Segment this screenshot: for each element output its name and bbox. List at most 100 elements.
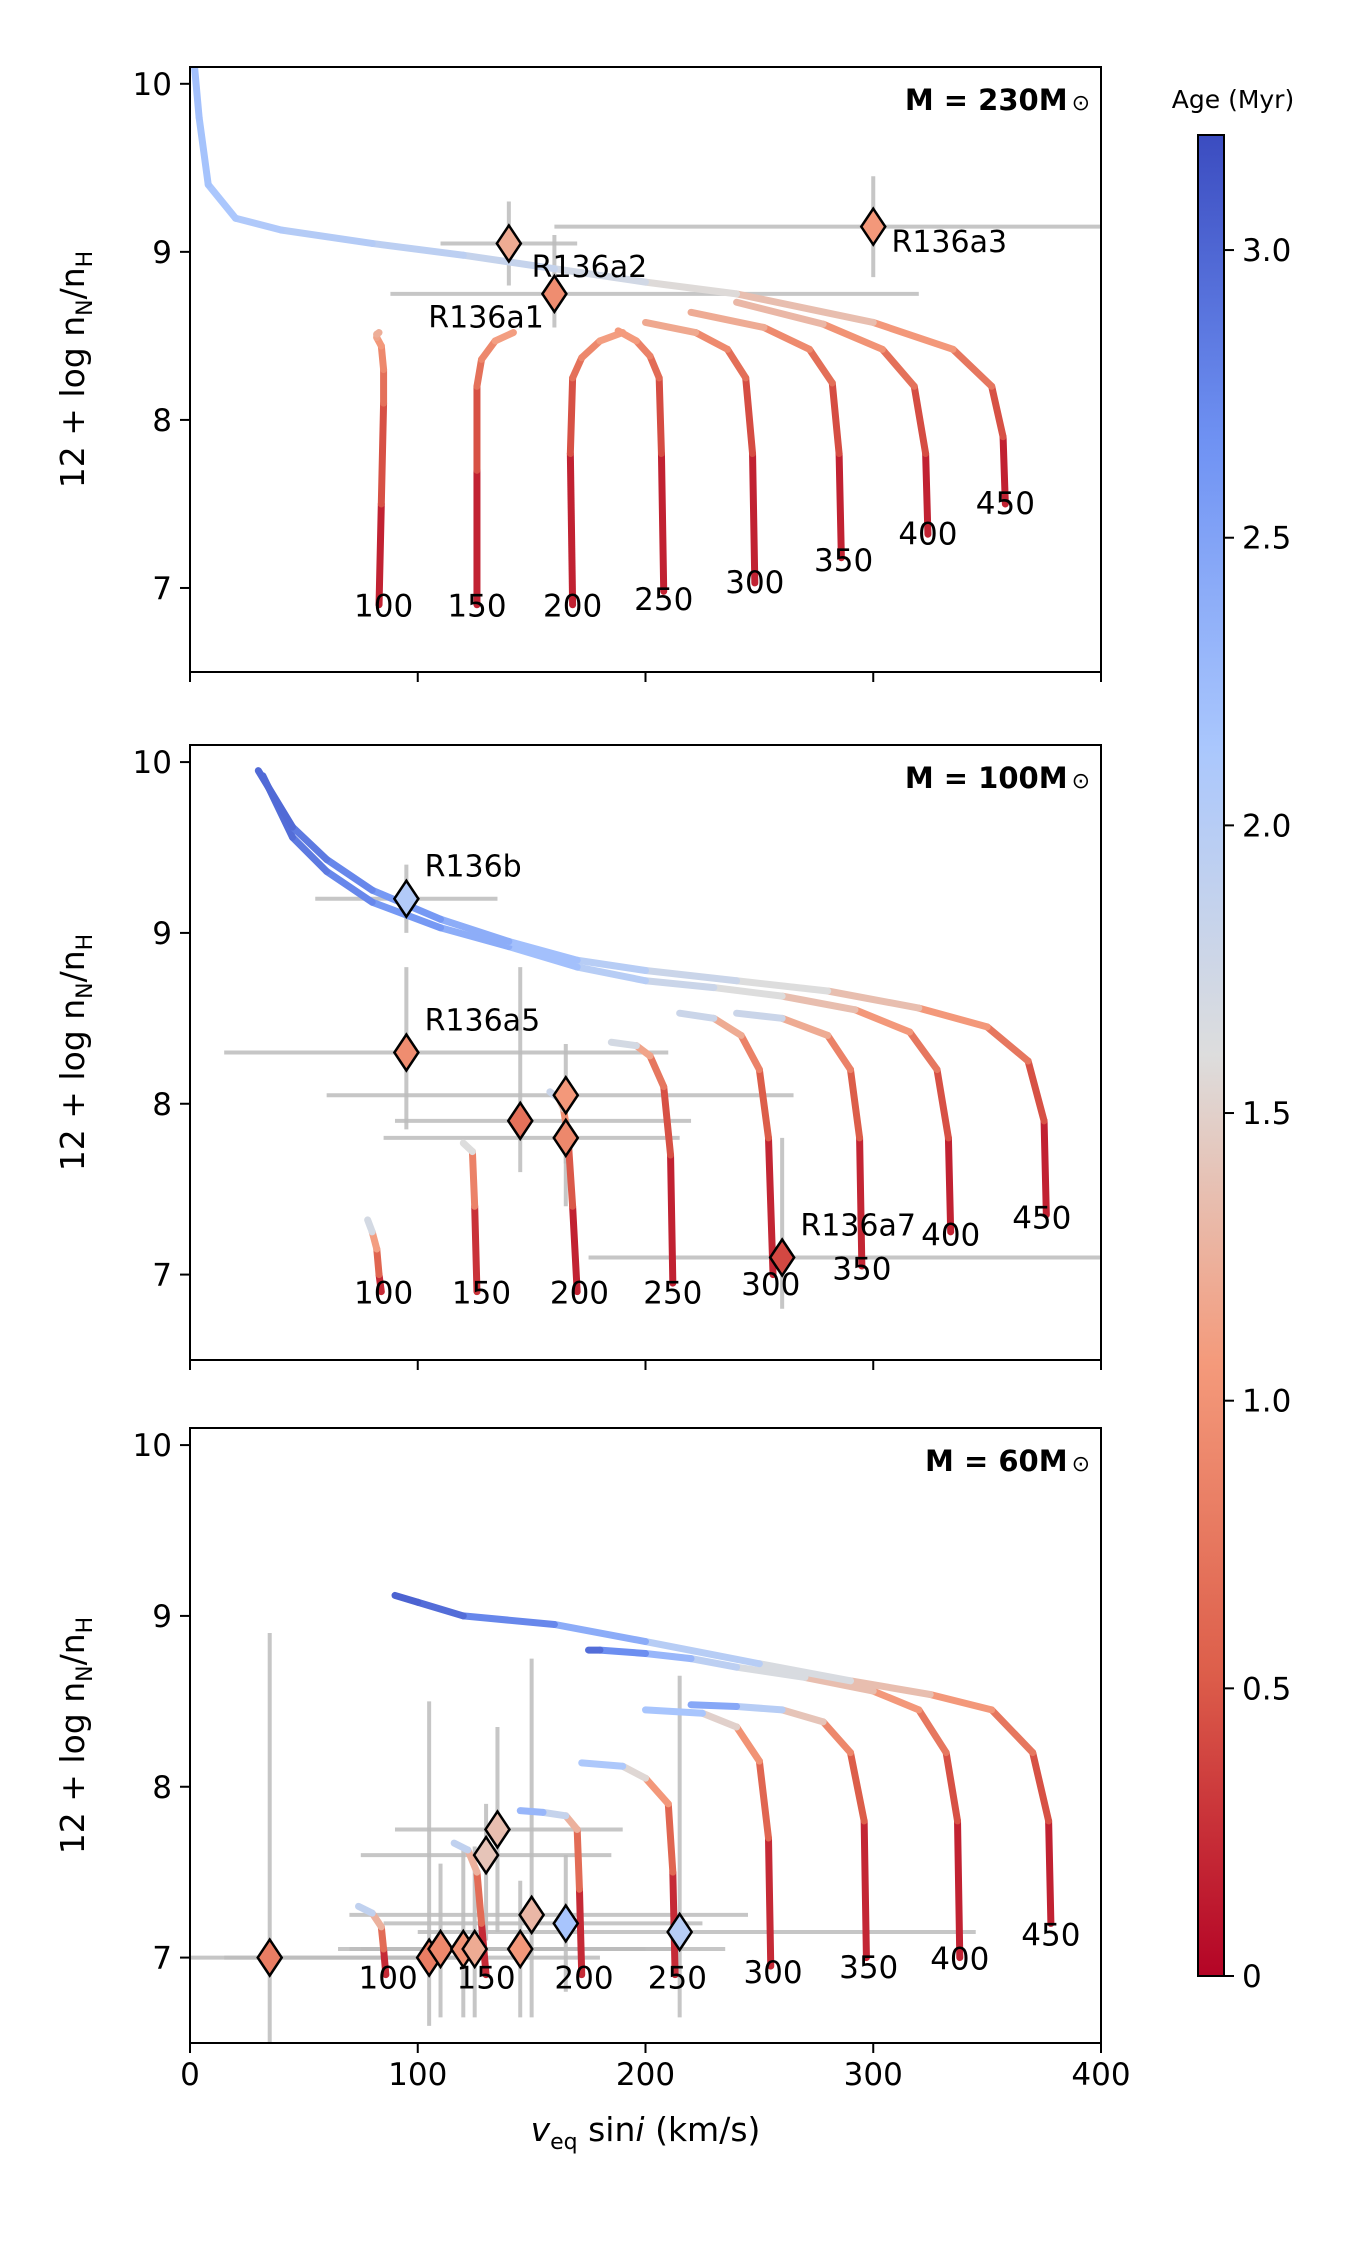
track-segment: [505, 937, 581, 964]
track-segment: [569, 1202, 581, 1296]
track-segment: [819, 320, 886, 353]
track-segment: [539, 1808, 570, 1820]
track-segment: [915, 1706, 950, 1757]
y-axis-label: 12 + log nN/nH: [53, 251, 98, 488]
star-marker: [552, 1074, 580, 1116]
track-segment: [642, 1650, 695, 1663]
track-100: [355, 1902, 390, 1979]
star-label: R136a7: [800, 1208, 916, 1243]
track-segment: [764, 1834, 775, 1970]
track-segment: [988, 1706, 1037, 1757]
track-segment: [698, 1709, 741, 1731]
colorbar-tick-label: 3.0: [1242, 233, 1291, 269]
star-marker: [461, 1928, 489, 1970]
y-tick-label: 7: [152, 571, 172, 607]
track-300: [642, 1706, 775, 1970]
star-label: R136a1: [428, 300, 544, 335]
y-tick-label: 7: [152, 1941, 172, 1977]
track-segment: [459, 1139, 476, 1156]
track-label: 150: [452, 1276, 511, 1312]
track-label: 250: [634, 582, 693, 618]
mass-label: M = 100M ⊙: [905, 761, 1090, 795]
track-segment: [566, 374, 577, 458]
track-label: 300: [741, 1267, 800, 1303]
track-segment: [1029, 1749, 1053, 1825]
track-segment: [575, 1885, 586, 1979]
track-segment: [607, 1038, 640, 1050]
track-segment: [288, 823, 331, 863]
star-label: R136a3: [891, 225, 1007, 260]
track-segment: [824, 987, 923, 1012]
track-segment: [755, 1066, 772, 1142]
track-segment: [450, 1839, 472, 1854]
track-segment: [819, 1718, 854, 1757]
track-label: 400: [921, 1218, 980, 1254]
track-segment: [323, 867, 376, 906]
y-tick-label: 8: [152, 403, 172, 439]
track-segment: [667, 1151, 677, 1287]
track-segment: [619, 1762, 649, 1782]
track-segment: [573, 1825, 583, 1893]
track-segment: [910, 382, 930, 458]
track-segment: [459, 1612, 558, 1628]
track-150: [459, 1139, 481, 1296]
track-350: [687, 1701, 870, 1962]
track-label: 100: [359, 1960, 418, 1996]
star-marker: [666, 1911, 694, 1953]
track-segment: [516, 1807, 547, 1816]
track-segment: [642, 318, 700, 337]
track-label: 150: [456, 1960, 515, 1996]
colorbar: 0 0.5 1.0 1.5 2.0 2.5 3.0: [1197, 134, 1291, 1995]
track-segment: [377, 399, 388, 508]
track-segment: [988, 382, 1007, 441]
track-segment: [655, 374, 665, 458]
track-segment: [464, 1846, 481, 1876]
track-label: 250: [648, 1960, 707, 1996]
tracks: [191, 67, 1009, 609]
track-segment: [915, 1004, 991, 1031]
track-segment: [687, 1655, 741, 1671]
chart-panels: 100 150 200 250 300350400450R136a2R136a3R136…: [53, 66, 1131, 2155]
y-tick-label: 10: [133, 1428, 172, 1464]
track-segment: [569, 354, 586, 382]
track-segment: [906, 1028, 941, 1074]
star-marker: [859, 206, 887, 247]
track-segment: [642, 1774, 672, 1808]
track-label: 450: [976, 486, 1035, 522]
track-segment: [377, 342, 388, 373]
track-200: [516, 1807, 586, 1979]
track-segment: [764, 1134, 777, 1279]
track-segment: [373, 1245, 383, 1279]
track-segment: [566, 450, 577, 609]
track-segment: [373, 329, 383, 338]
track-segment: [550, 265, 649, 286]
track-segment: [191, 67, 203, 121]
track-label: 250: [643, 1276, 702, 1312]
track-segment: [878, 345, 918, 390]
track-segment: [473, 355, 486, 390]
track-segment: [573, 963, 649, 985]
track-segment: [749, 450, 759, 587]
track-segment: [846, 1677, 934, 1698]
track-segment: [642, 1638, 763, 1668]
y-tick-label: 9: [152, 235, 172, 271]
track-segment: [550, 1620, 649, 1646]
track-segment: [380, 1945, 390, 1979]
colorbar-tick-label: 0.5: [1242, 1671, 1291, 1707]
track-segment: [323, 855, 376, 894]
track-segment: [676, 1009, 718, 1022]
star-marker: [495, 223, 523, 264]
star-marker: [427, 1928, 455, 1970]
track-segment: [778, 1014, 832, 1039]
track-450: [254, 767, 1050, 1219]
star-marker: [392, 878, 420, 920]
colorbar-scale: [1197, 134, 1225, 1977]
star-marker: [768, 1237, 796, 1278]
panel-2: 100 150 200 250 300 350 400 450 R136b R136a5 R136a…: [53, 744, 1102, 1370]
star-marker: [483, 1809, 511, 1850]
track-label: 450: [1021, 1918, 1080, 1954]
track-segment: [468, 1148, 479, 1210]
star-marker: [506, 1100, 534, 1142]
track-segment: [1040, 1117, 1050, 1219]
track-100: [364, 1216, 385, 1296]
